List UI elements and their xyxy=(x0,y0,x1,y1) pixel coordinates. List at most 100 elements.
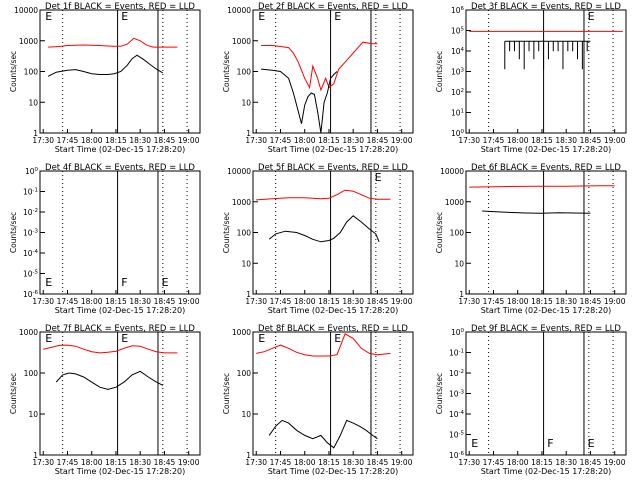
event-marker: E xyxy=(588,437,595,450)
plot-frame xyxy=(465,9,627,134)
plot-frame xyxy=(252,9,414,134)
series-black xyxy=(268,215,380,243)
plot-frame xyxy=(252,170,414,295)
x-tick-label: 18:00 xyxy=(294,136,316,145)
y-tick-label: 10 xyxy=(28,410,38,419)
panel-title: Det 8f BLACK = Events, RED = LLD xyxy=(258,324,408,334)
x-axis-label: Start Time (02-Dec-15 17:28:20) xyxy=(55,145,186,154)
x-tick-label: 18:30 xyxy=(555,297,577,306)
y-tick-label: 106 xyxy=(451,6,465,15)
y-tick-label: 100 xyxy=(24,68,39,77)
y-tick-exponent: -3 xyxy=(459,390,465,396)
x-tick-label: 17:30 xyxy=(245,458,267,467)
x-tick-label: 18:45 xyxy=(367,136,389,145)
y-tick-label: 10-4 xyxy=(23,249,39,258)
x-tick-label: 18:45 xyxy=(580,136,602,145)
x-tick-label: 18:00 xyxy=(81,458,103,467)
y-tick-label: 100 xyxy=(450,229,465,238)
y-tick-exponent: -4 xyxy=(33,249,39,255)
x-tick-label: 18:15 xyxy=(105,297,127,306)
plot-frame xyxy=(252,331,414,456)
x-tick-label: 18:45 xyxy=(580,297,602,306)
y-tick-label: 1000 xyxy=(232,198,251,207)
y-axis-label: Counts/sec xyxy=(435,212,444,253)
y-tick-label: 1 xyxy=(33,129,38,138)
x-tick-label: 18:30 xyxy=(342,458,364,467)
y-axis-label: Counts/sec xyxy=(435,373,444,414)
y-tick-label: 1 xyxy=(33,451,38,460)
series-black xyxy=(47,54,164,77)
y-tick-label: 1000 xyxy=(232,328,251,337)
x-axis-label: Start Time (02-Dec-15 17:28:20) xyxy=(481,145,612,154)
panel-8: Det 8f BLACK = Events, RED = LLD 17:30 17:… xyxy=(222,324,414,476)
y-tick-exponent: 0 xyxy=(461,328,465,334)
y-axis-label: Counts/sec xyxy=(9,212,18,253)
event-marker: F xyxy=(121,276,127,289)
panel-3: Det 3f BLACK = Events, RED = LLD 17:30 17:… xyxy=(435,2,627,154)
panel-title: Det 7f BLACK = Events, RED = LLD xyxy=(45,324,195,334)
x-tick-label: 18:15 xyxy=(318,458,340,467)
series-black xyxy=(268,419,378,449)
y-tick-label: 100 xyxy=(24,369,39,378)
series-red xyxy=(469,185,615,188)
panel-title: Det 6f BLACK = Events, RED = LLD xyxy=(471,163,621,173)
y-tick-label: 1000 xyxy=(445,198,464,207)
x-tick-label: 17:45 xyxy=(57,458,79,467)
y-tick-label: 10-2 xyxy=(23,208,38,217)
x-tick-label: 17:45 xyxy=(57,297,79,306)
y-tick-exponent: -5 xyxy=(459,431,465,437)
x-tick-label: 18:30 xyxy=(555,136,577,145)
x-tick-label: 18:45 xyxy=(154,136,176,145)
event-marker: E xyxy=(258,332,265,345)
panel-4: Det 4f BLACK = Events, RED = LLD 17:30 17:… xyxy=(9,163,201,315)
y-tick-exponent: -2 xyxy=(33,208,38,214)
x-tick-label: 17:30 xyxy=(245,136,267,145)
y-tick-label: 10-3 xyxy=(23,229,39,238)
x-tick-label: 17:45 xyxy=(270,297,292,306)
y-axis-label: Counts/sec xyxy=(435,51,444,92)
x-axis-label: Start Time (02-Dec-15 17:28:20) xyxy=(481,467,612,476)
y-tick-exponent: -2 xyxy=(459,369,464,375)
series-black xyxy=(55,370,164,390)
y-tick-label: 10000 xyxy=(14,6,38,15)
y-tick-exponent: 5 xyxy=(461,27,465,33)
event-marker: E xyxy=(162,276,169,289)
x-tick-label: 17:30 xyxy=(458,458,480,467)
y-tick-exponent: -1 xyxy=(33,188,38,194)
x-tick-label: 17:45 xyxy=(483,458,505,467)
y-tick-label: 102 xyxy=(451,88,464,97)
panel-1: Det 1f BLACK = Events, RED = LLD 17:30 17:… xyxy=(9,2,201,154)
event-marker: E xyxy=(588,10,595,23)
panel-title: Det 1f BLACK = Events, RED = LLD xyxy=(45,2,195,12)
y-tick-label: 10-4 xyxy=(449,410,465,419)
x-tick-label: 18:15 xyxy=(105,458,127,467)
y-tick-label: 1000 xyxy=(232,37,251,46)
event-marker: E xyxy=(45,276,52,289)
panel-9: Det 9f BLACK = Events, RED = LLD 17:30 17:… xyxy=(435,324,627,476)
y-tick-exponent: -6 xyxy=(33,290,39,296)
y-tick-label: 100 xyxy=(237,229,252,238)
y-tick-label: 10 xyxy=(454,259,464,268)
y-tick-label: 10 xyxy=(241,259,251,268)
x-tick-label: 18:00 xyxy=(294,297,316,306)
panel-2: Det 2f BLACK = Events, RED = LLD 17:30 17:… xyxy=(222,2,414,154)
x-tick-label: 18:00 xyxy=(294,458,316,467)
x-tick-label: 19:00 xyxy=(178,136,200,145)
y-tick-label: 10-5 xyxy=(449,431,465,440)
y-tick-exponent: 6 xyxy=(461,6,465,12)
x-tick-label: 17:45 xyxy=(483,136,505,145)
y-tick-label: 10-1 xyxy=(23,188,38,197)
panel-title: Det 5f BLACK = Events, RED = LLD xyxy=(258,163,408,173)
x-tick-label: 17:30 xyxy=(32,458,54,467)
x-tick-label: 18:45 xyxy=(367,458,389,467)
x-tick-label: 19:00 xyxy=(391,136,413,145)
x-tick-label: 19:00 xyxy=(604,297,626,306)
x-tick-label: 18:00 xyxy=(507,297,529,306)
y-axis-label: Counts/sec xyxy=(222,51,231,92)
y-tick-exponent: -5 xyxy=(33,270,39,276)
y-axis-label: Counts/sec xyxy=(9,51,18,92)
x-tick-label: 17:30 xyxy=(245,297,267,306)
x-tick-label: 18:15 xyxy=(531,458,553,467)
